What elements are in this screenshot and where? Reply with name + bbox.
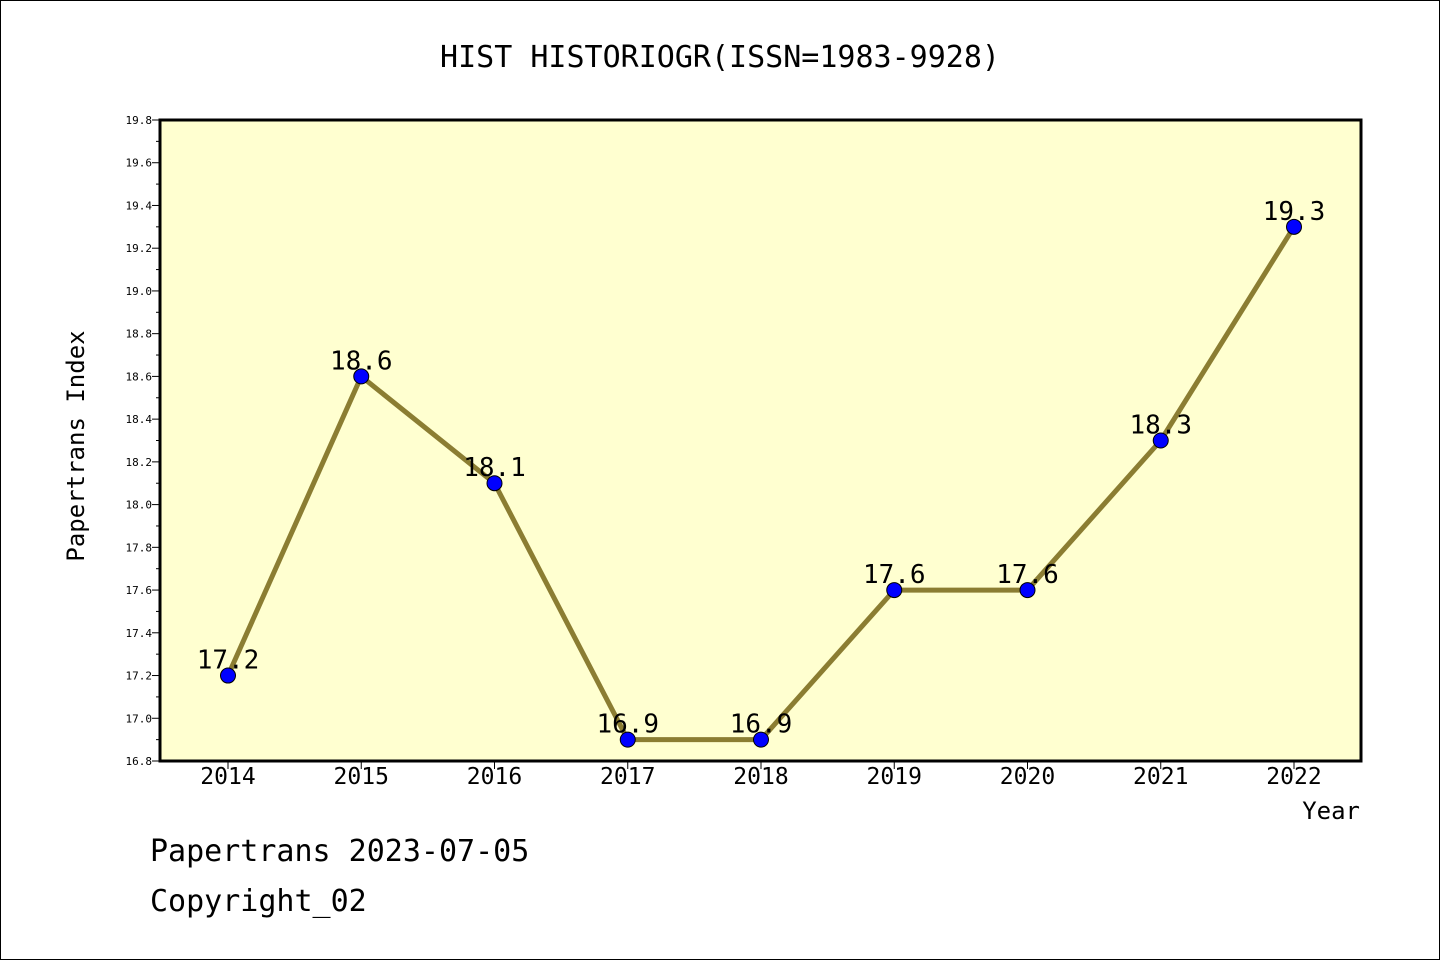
data-label: 18.3 — [1129, 411, 1192, 441]
data-point — [1019, 582, 1036, 599]
x-tick-label: 2014 — [200, 764, 255, 790]
x-tick-label: 2017 — [600, 764, 655, 790]
x-tick-label: 2018 — [733, 764, 788, 790]
x-axis: 2014 2015 2016 2017 2018 2019 2020 2021 2022 — [200, 761, 1322, 790]
y-tick-label: 18.2 — [126, 456, 153, 469]
data-point — [486, 475, 503, 492]
y-tick-label: 17.2 — [126, 670, 153, 683]
y-axis: 16.8 17.0 17.2 17.4 17.6 17.8 18.0 18.2 18.4 18.6… — [126, 114, 160, 768]
data-point — [619, 731, 636, 748]
x-tick-label: 2016 — [467, 764, 522, 790]
y-tick-label: 19.8 — [126, 114, 153, 127]
y-tick-label: 18.8 — [126, 328, 153, 341]
data-point — [353, 368, 370, 385]
data-point — [886, 582, 903, 599]
data-point — [753, 731, 769, 748]
data-label: 17.2 — [197, 646, 260, 676]
data-point — [1286, 218, 1302, 235]
y-tick-label: 18.0 — [126, 499, 153, 512]
data-point — [1152, 432, 1169, 449]
data-label: 19.3 — [1263, 197, 1326, 227]
data-points-layer — [220, 218, 1302, 748]
y-tick-label: 18.4 — [126, 413, 153, 426]
data-point — [220, 667, 236, 684]
y-tick-label: 17.4 — [126, 627, 153, 640]
data-label: 17.6 — [996, 560, 1059, 590]
data-label: 18.1 — [463, 453, 526, 483]
y-tick-label: 17.6 — [126, 584, 153, 597]
y-tick-label: 16.8 — [126, 755, 153, 768]
data-label: 16.9 — [596, 710, 659, 740]
y-tick-label: 19.2 — [126, 242, 153, 255]
y-axis-title: Papertrans Index — [62, 330, 90, 561]
data-label: 18.6 — [330, 346, 393, 376]
y-tick-label: 19.6 — [126, 157, 153, 170]
data-label: 16.9 — [730, 710, 793, 740]
data-label: 17.6 — [863, 560, 926, 590]
y-tick-label: 19.4 — [126, 199, 153, 212]
footer-date-line: Papertrans 2023-07-05 — [150, 834, 530, 869]
x-axis-title: Year — [1302, 797, 1360, 825]
y-tick-label: 17.8 — [126, 541, 153, 554]
footer-copyright-line: Copyright_02 — [150, 884, 367, 919]
data-labels-layer: 17.2 18.6 18.1 16.9 16.9 17.6 17.6 18.3 19.3 — [197, 197, 1326, 740]
y-tick-label: 17.0 — [126, 712, 153, 725]
x-tick-label: 2022 — [1266, 764, 1321, 790]
x-tick-label: 2019 — [867, 764, 922, 790]
y-tick-label: 18.6 — [126, 370, 153, 383]
y-tick-label: 19.0 — [126, 285, 153, 298]
chart-title: HIST HISTORIOGR(ISSN=1983-9928) — [440, 40, 1000, 75]
x-tick-label: 2015 — [334, 764, 389, 790]
plot-area — [158, 118, 1363, 763]
x-tick-label: 2020 — [1000, 764, 1055, 790]
x-tick-label: 2021 — [1133, 764, 1188, 790]
